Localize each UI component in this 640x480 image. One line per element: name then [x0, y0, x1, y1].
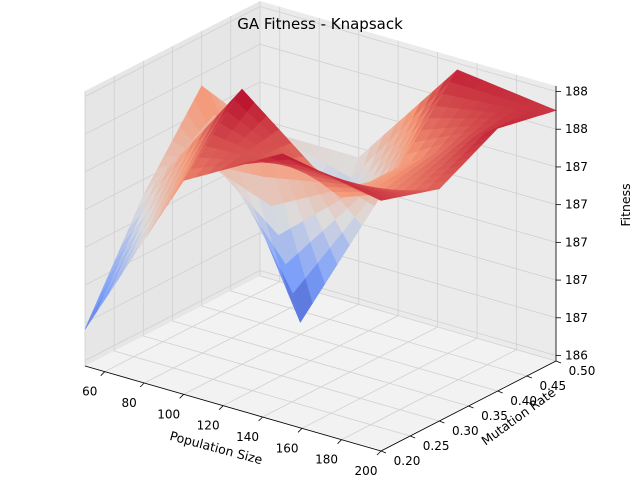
x-tick-mark	[218, 405, 224, 410]
x-tick-label: 140	[236, 430, 259, 444]
x-tick-mark	[100, 371, 106, 376]
x-tick-mark	[297, 428, 303, 433]
x-tick-label: 80	[122, 396, 137, 410]
z-axis-label: Fitness	[618, 183, 633, 226]
z-gridline	[84, 232, 557, 324]
y-gridline	[172, 46, 469, 407]
x-tick-mark	[179, 394, 184, 399]
surface	[84, 69, 557, 330]
y-gridline	[259, 1, 557, 362]
x-tick-mark	[376, 450, 382, 456]
x-tick-label: 100	[157, 407, 180, 421]
y-tick-mark	[555, 360, 562, 364]
z-gridline	[84, 270, 557, 361]
axes: 60801001201401601802000.200.250.300.350.…	[82, 85, 595, 479]
y-tick-mark	[526, 375, 532, 379]
x-tick-label: 160	[276, 441, 299, 455]
y-tick-label: 0.25	[423, 439, 450, 453]
x-tick-mark	[337, 439, 342, 444]
z-tick-label: 186	[565, 349, 588, 363]
x-tick-mark	[139, 382, 145, 388]
x-tick-mark	[258, 416, 263, 422]
x-tick-label: 60	[82, 385, 97, 399]
y-tick-label: 0.45	[539, 379, 566, 393]
y-tick-label: 0.50	[569, 364, 596, 378]
x-tick-label: 200	[355, 464, 378, 478]
y-tick-mark	[410, 435, 416, 439]
y-tick-mark	[468, 405, 474, 409]
z-tick-label: 188	[565, 85, 588, 99]
z-gridline	[84, 6, 557, 97]
x-tick-label: 180	[315, 453, 338, 467]
x-axis-line	[84, 365, 382, 452]
z-tick-label: 187	[565, 160, 588, 174]
z-tick-label: 187	[565, 273, 588, 287]
z-tick-label: 187	[565, 198, 588, 212]
surface-facet	[367, 193, 390, 201]
z-tick-label: 187	[565, 311, 588, 325]
y-tick-label: 0.35	[481, 409, 508, 423]
x-tick-label: 120	[197, 419, 220, 433]
y-tick-label: 0.20	[394, 454, 421, 468]
y-gridline	[142, 61, 440, 422]
y-tick-mark	[439, 420, 445, 424]
chart-title: GA Fitness - Knapsack	[237, 15, 403, 33]
y-tick-label: 0.30	[452, 424, 479, 438]
y-gridline	[113, 76, 411, 437]
z-tick-label: 187	[565, 235, 588, 249]
y-tick-label: 0.40	[510, 394, 537, 408]
z-tick-label: 188	[565, 122, 588, 136]
y-tick-mark	[380, 450, 387, 454]
y-tick-mark	[497, 390, 503, 394]
